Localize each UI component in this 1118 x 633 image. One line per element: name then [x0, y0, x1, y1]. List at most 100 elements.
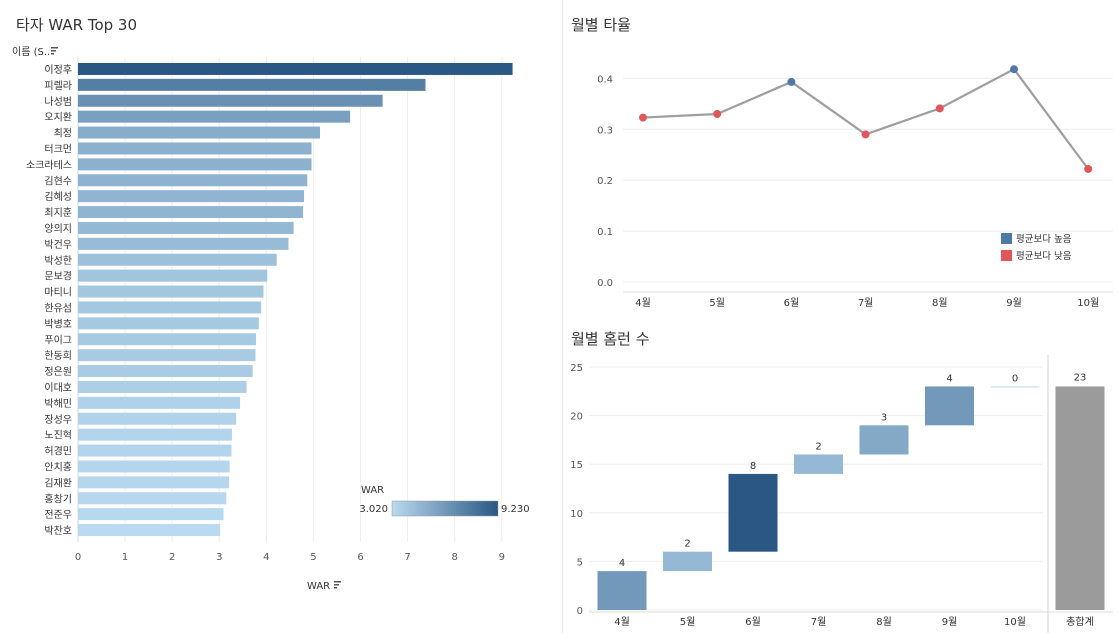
x-tick-label: 6: [357, 552, 363, 563]
war-bar[interactable]: [78, 158, 312, 171]
batting-series-line[interactable]: [642, 67, 1090, 170]
y-tick-label: 20: [570, 412, 583, 423]
homerun-bar[interactable]: [859, 425, 909, 455]
total-bar[interactable]: [1055, 386, 1105, 610]
war-bar[interactable]: [78, 269, 268, 282]
player-name-label: 이대호: [44, 382, 72, 394]
x-axis-title: WAR: [307, 581, 330, 592]
homerun-bar[interactable]: [597, 571, 647, 610]
bar-value-label: 3: [881, 412, 887, 423]
row-header-label: 이름 (S..: [12, 46, 50, 58]
vertical-divider: [562, 0, 563, 633]
legend-label: 평균보다 낮음: [1016, 251, 1072, 262]
war-bar[interactable]: [78, 206, 304, 219]
war-bar[interactable]: [78, 190, 304, 203]
war-bar[interactable]: [78, 301, 262, 314]
player-name-label: 이정후: [44, 64, 72, 76]
war-bar[interactable]: [78, 444, 232, 457]
war-bar[interactable]: [78, 333, 256, 346]
war-bar[interactable]: [78, 317, 259, 330]
war-bar[interactable]: [78, 492, 227, 505]
legend-max-label: 9.230: [501, 504, 530, 515]
war-bar[interactable]: [78, 380, 247, 393]
x-tick-label: 6월: [745, 616, 761, 628]
x-tick-label: 6월: [784, 297, 800, 309]
homerun-waterfall-chart: 0 5 10 15 20 25 4 4월 2 5월 8 6월 2 7월 3 8월 4 9월 0 10월 23 총합계: [570, 355, 1113, 633]
batting-point[interactable]: [1010, 65, 1018, 74]
legend-min-label: 3.020: [359, 504, 388, 515]
war-bar[interactable]: [78, 221, 294, 234]
homerun-bar[interactable]: [925, 386, 974, 426]
player-name-label: 정은원: [44, 366, 72, 378]
player-name-label: 터크먼: [44, 143, 72, 155]
x-tick-label: 8월: [932, 297, 948, 309]
player-name-label: 나성범: [44, 96, 72, 108]
player-name-label: 김재환: [44, 477, 72, 489]
war-bar[interactable]: [78, 349, 256, 362]
war-bar[interactable]: [78, 174, 308, 187]
war-bar[interactable]: [78, 62, 513, 75]
y-tick-label: 0.3: [597, 125, 613, 136]
sort-descending-icon[interactable]: [334, 581, 341, 589]
war-bar-chart: 이름 (S.. 0 1 2 3 4 5 6 7 8 9 이정후피렐라나성범오지환최정터크먼소크라테스김…: [12, 46, 530, 592]
war-bar[interactable]: [78, 126, 321, 139]
war-bar[interactable]: [78, 508, 224, 521]
player-name-label: 푸이그: [44, 334, 72, 346]
player-name-label: 박찬호: [44, 525, 72, 537]
y-tick-label: 15: [570, 460, 583, 471]
homerun-bar[interactable]: [990, 386, 1040, 388]
war-bar[interactable]: [78, 110, 351, 123]
war-bar[interactable]: [78, 253, 277, 266]
war-bar[interactable]: [78, 396, 240, 409]
legend-swatch: [1001, 250, 1012, 261]
legend-title: WAR: [361, 485, 384, 496]
homerun-bar[interactable]: [663, 551, 712, 572]
x-tick-label: 3: [216, 552, 222, 563]
war-bar[interactable]: [78, 237, 289, 250]
homerun-bar[interactable]: [794, 454, 843, 474]
batting-point[interactable]: [713, 110, 722, 118]
batting-line-chart: 0.0 0.1 0.2 0.3 0.4 4월 5월 6월 7월 8월 9월 10월 평균보다 높음평균보…: [597, 65, 1113, 309]
player-name-label: 최지훈: [44, 206, 72, 219]
bar-value-label: 8: [750, 461, 756, 472]
war-bar[interactable]: [78, 78, 426, 91]
batting-point[interactable]: [1084, 164, 1093, 173]
batting-point[interactable]: [639, 113, 647, 122]
x-tick-label: 7월: [858, 297, 874, 309]
batting-point[interactable]: [787, 77, 796, 86]
war-bar[interactable]: [78, 142, 312, 155]
y-tick-label: 25: [570, 363, 583, 374]
bar-value-label: 4: [946, 373, 952, 384]
war-bar[interactable]: [78, 476, 230, 489]
war-bar[interactable]: [78, 94, 383, 107]
sort-descending-icon[interactable]: [51, 47, 58, 55]
x-tick-label: 5월: [709, 297, 725, 309]
batting-point[interactable]: [935, 104, 944, 113]
batting-chart-title: 월별 타율: [571, 16, 631, 34]
x-tick-label: 10월: [1004, 616, 1026, 628]
war-bar[interactable]: [78, 285, 264, 298]
player-name-label: 피렐라: [44, 79, 72, 92]
war-bar[interactable]: [78, 428, 232, 441]
legend-swatch: [1001, 233, 1012, 244]
homerun-chart-title: 월별 홈런 수: [571, 330, 650, 348]
y-tick-label: 0.1: [597, 227, 613, 238]
war-bar[interactable]: [78, 365, 253, 378]
player-name-label: 한동희: [44, 350, 72, 362]
war-bar[interactable]: [78, 412, 237, 425]
legend-label: 평균보다 높음: [1016, 234, 1072, 245]
x-tick-label: 5월: [680, 616, 696, 628]
batting-panel: 월별 타율 0.0 0.1 0.2 0.3 0.4 4월 5월 6월 7월 8월 9월 10월 평균보다…: [563, 0, 1118, 320]
player-name-label: 박병호: [44, 318, 72, 330]
x-tick-label: 1: [122, 552, 128, 563]
x-tick-label: 8월: [876, 616, 892, 628]
war-bar[interactable]: [78, 460, 230, 473]
player-name-label: 안치홍: [44, 460, 72, 473]
x-tick-label: 4: [263, 552, 269, 563]
player-name-label: 마티니: [44, 287, 72, 299]
x-tick-label: 9: [499, 552, 505, 563]
war-bar[interactable]: [78, 524, 221, 537]
player-name-label: 장성우: [44, 414, 72, 426]
homerun-bar[interactable]: [728, 473, 778, 552]
batting-point[interactable]: [861, 130, 870, 139]
